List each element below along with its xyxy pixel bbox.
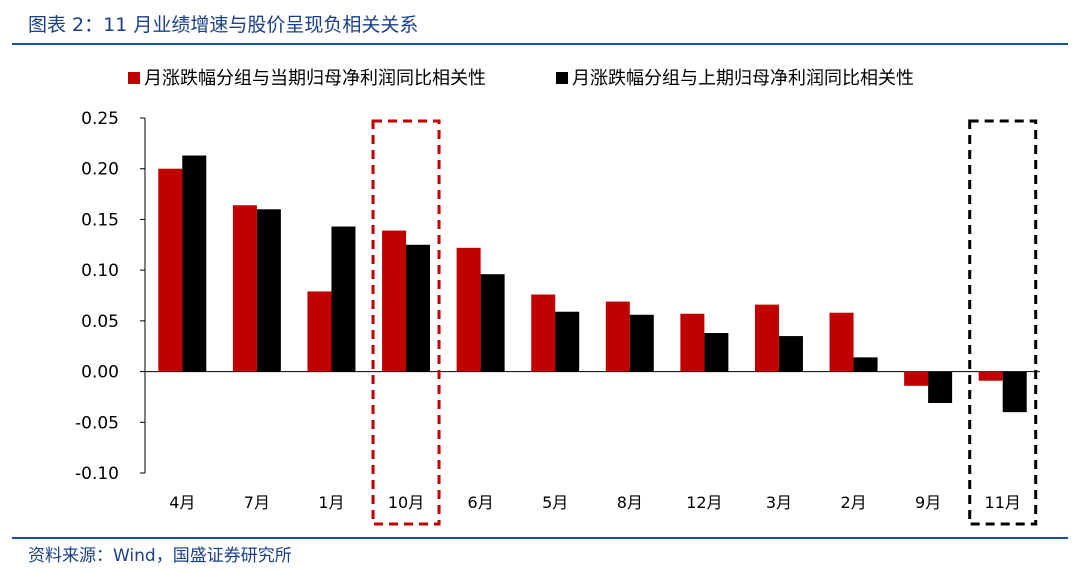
bar-previous: [778, 336, 803, 372]
bar-current: [829, 312, 854, 372]
bar-previous: [256, 209, 281, 372]
y-tick-label: 0.00: [81, 363, 119, 383]
x-tick-label: 12月: [686, 493, 722, 512]
x-tick-label: 11月: [985, 493, 1021, 512]
axes: 0.25 0.20 0.15 0.10 0.05 0.00 -0.05 -0.10: [75, 109, 1040, 484]
x-tick-label: 6月: [468, 493, 494, 512]
bar-current: [307, 291, 332, 372]
bar-current: [605, 301, 630, 372]
bar-group: [158, 155, 1027, 413]
x-tick-label: 9月: [915, 493, 941, 512]
highlight-boxes: [371, 119, 1038, 526]
legend: 月涨跌幅分组与当期归母净利润同比相关性 月涨跌幅分组与上期归母净利润同比相关性: [128, 68, 914, 89]
x-tick-label: 10月: [388, 493, 424, 512]
bar-current: [754, 304, 779, 372]
highlight-box: [968, 119, 1038, 526]
bar-current: [158, 168, 183, 372]
x-tick-label: 1月: [318, 493, 344, 512]
x-tick-label: 4月: [169, 493, 195, 512]
bar-current: [978, 371, 1003, 381]
bottom-divider: [12, 537, 1068, 539]
x-tick-label: 3月: [766, 493, 792, 512]
legend-label: 月涨跌幅分组与当期归母净利润同比相关性: [144, 68, 486, 89]
bar-current: [382, 230, 407, 372]
x-tick-label: 7月: [244, 493, 270, 512]
source-note: 资料来源：Wind，国盛证券研究所: [28, 546, 292, 566]
bar-previous: [182, 155, 207, 372]
x-tick-label: 8月: [617, 493, 643, 512]
bar-previous: [928, 371, 953, 404]
bar-previous: [1002, 371, 1027, 413]
bar-current: [456, 247, 481, 372]
chart-title: 图表 2：11 月业绩增速与股价呈现负相关关系: [28, 14, 419, 36]
y-tick-label: -0.10: [75, 464, 119, 484]
y-tick-label: 0.05: [81, 312, 119, 332]
bar-previous: [406, 244, 431, 372]
legend-label: 月涨跌幅分组与上期归母净利润同比相关性: [572, 68, 914, 89]
category-labels: 4月 7月 1月 10月 6月 5月 8月 12月 3月 2月 9月 11月: [169, 493, 1021, 512]
bar-previous: [704, 333, 729, 372]
bar-current: [232, 205, 257, 372]
bar-current: [904, 371, 929, 386]
bar-previous: [331, 226, 356, 372]
highlight-box: [371, 119, 441, 526]
bar-previous: [555, 311, 580, 372]
y-tick-label: 0.15: [81, 210, 119, 230]
bar-previous: [480, 274, 505, 372]
bar-current: [680, 313, 705, 372]
legend-swatch: [128, 72, 140, 84]
y-tick-label: 0.20: [81, 160, 119, 180]
bar-current: [531, 294, 556, 372]
legend-swatch: [556, 72, 568, 84]
x-tick-label: 5月: [542, 493, 568, 512]
y-tick-label: -0.05: [75, 413, 119, 433]
bar-previous: [853, 357, 878, 372]
y-tick-label: 0.25: [81, 109, 119, 129]
bar-previous: [629, 314, 654, 372]
y-tick-label: 0.10: [81, 261, 119, 281]
x-tick-label: 2月: [840, 493, 866, 512]
top-divider: [12, 43, 1068, 45]
